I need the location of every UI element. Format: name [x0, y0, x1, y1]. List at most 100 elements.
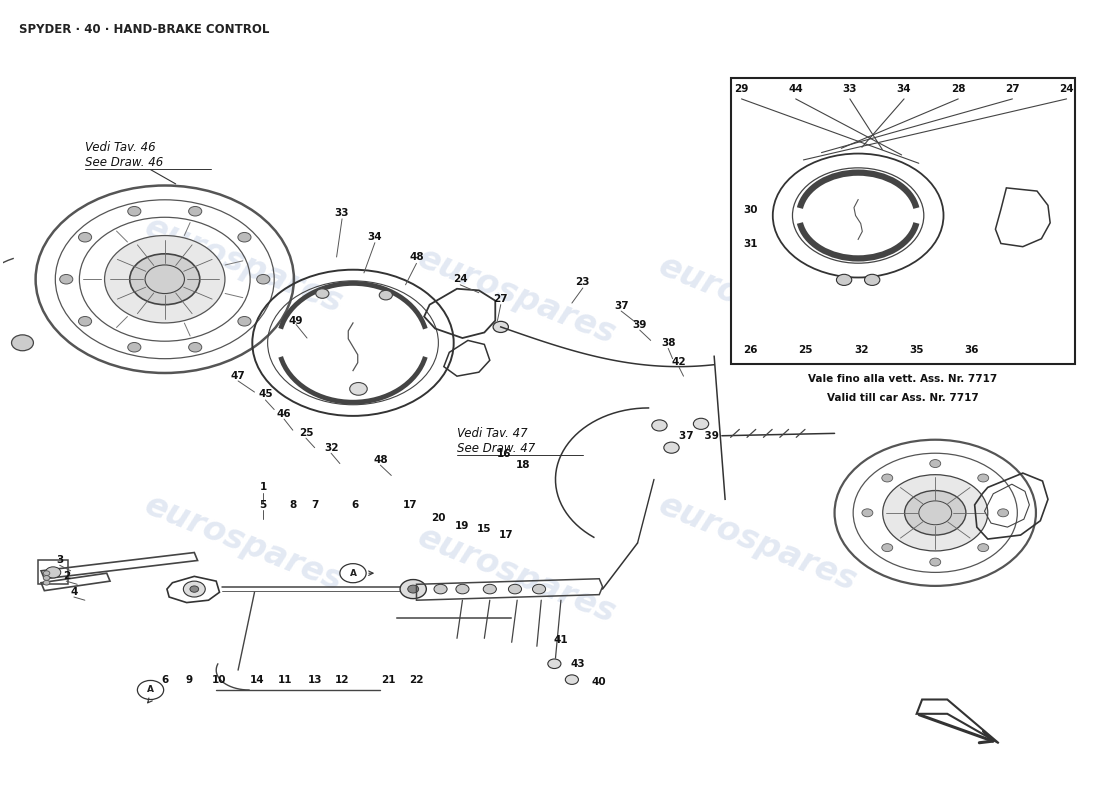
- Circle shape: [43, 575, 50, 580]
- Circle shape: [184, 581, 206, 597]
- Text: 9: 9: [185, 674, 192, 685]
- Text: 24: 24: [453, 274, 468, 284]
- Text: 36: 36: [965, 345, 979, 355]
- Text: 5: 5: [260, 500, 267, 510]
- Circle shape: [130, 254, 200, 305]
- Text: 3: 3: [56, 555, 64, 566]
- Text: 19: 19: [455, 521, 470, 530]
- Text: Vale fino alla vett. Ass. Nr. 7717: Vale fino alla vett. Ass. Nr. 7717: [808, 374, 998, 383]
- Circle shape: [238, 317, 251, 326]
- Circle shape: [882, 474, 893, 482]
- Text: 32: 32: [854, 345, 868, 355]
- Circle shape: [565, 675, 579, 685]
- Circle shape: [316, 289, 329, 298]
- Circle shape: [434, 584, 447, 594]
- Text: 7: 7: [311, 500, 318, 510]
- Text: 31: 31: [742, 239, 758, 249]
- Text: 44: 44: [789, 84, 803, 94]
- Text: 49: 49: [289, 315, 304, 326]
- Text: 17: 17: [499, 530, 514, 540]
- Text: 37: 37: [614, 302, 628, 311]
- Circle shape: [862, 509, 873, 517]
- Circle shape: [836, 274, 851, 286]
- Text: 21: 21: [381, 674, 395, 685]
- Circle shape: [455, 584, 469, 594]
- Circle shape: [978, 544, 989, 552]
- Text: See Draw. 47: See Draw. 47: [456, 442, 536, 454]
- Text: 28: 28: [952, 84, 966, 94]
- Circle shape: [978, 474, 989, 482]
- Circle shape: [930, 558, 940, 566]
- Text: 8: 8: [289, 500, 296, 510]
- Circle shape: [138, 681, 164, 699]
- Text: 42: 42: [672, 357, 686, 367]
- Text: See Draw. 46: See Draw. 46: [85, 156, 163, 169]
- Circle shape: [59, 274, 73, 284]
- Circle shape: [508, 584, 521, 594]
- Circle shape: [493, 322, 508, 333]
- Circle shape: [78, 317, 91, 326]
- Text: 41: 41: [553, 635, 569, 645]
- Text: 43: 43: [570, 658, 585, 669]
- Circle shape: [904, 490, 966, 535]
- Circle shape: [340, 564, 366, 582]
- Text: 11: 11: [278, 674, 293, 685]
- Text: 48: 48: [373, 454, 387, 465]
- Text: 25: 25: [299, 428, 314, 438]
- Circle shape: [238, 233, 251, 242]
- Text: 22: 22: [409, 674, 424, 685]
- Text: 6: 6: [352, 500, 359, 510]
- Text: 23: 23: [575, 278, 590, 287]
- Circle shape: [43, 580, 50, 585]
- Text: 20: 20: [431, 513, 446, 522]
- Text: 4: 4: [70, 587, 78, 598]
- Text: 47: 47: [231, 371, 245, 381]
- Text: 10: 10: [212, 674, 227, 685]
- Text: A: A: [350, 569, 356, 578]
- Text: 40: 40: [592, 677, 606, 687]
- Text: 27: 27: [1005, 84, 1020, 94]
- Circle shape: [865, 274, 880, 286]
- Text: 48: 48: [409, 252, 424, 262]
- Text: 1: 1: [260, 482, 267, 492]
- Text: 14: 14: [250, 674, 264, 685]
- Circle shape: [379, 290, 393, 300]
- Circle shape: [930, 459, 940, 467]
- Circle shape: [408, 585, 419, 593]
- Text: eurospares: eurospares: [140, 488, 348, 598]
- Text: 29: 29: [735, 84, 749, 94]
- Text: A: A: [147, 686, 154, 694]
- Circle shape: [882, 474, 988, 551]
- Circle shape: [400, 579, 427, 598]
- Text: eurospares: eurospares: [414, 242, 622, 351]
- Text: 25: 25: [799, 345, 813, 355]
- Circle shape: [882, 544, 893, 552]
- Text: eurospares: eurospares: [414, 520, 622, 630]
- Text: SPYDER · 40 · HAND-BRAKE CONTROL: SPYDER · 40 · HAND-BRAKE CONTROL: [19, 22, 270, 36]
- Text: 2: 2: [63, 571, 70, 582]
- FancyBboxPatch shape: [730, 78, 1076, 364]
- Circle shape: [663, 442, 679, 454]
- Text: 12: 12: [334, 674, 350, 685]
- Text: 35: 35: [910, 345, 924, 355]
- Text: 33: 33: [843, 84, 857, 94]
- Circle shape: [190, 586, 199, 592]
- Text: Vedi Tav. 47: Vedi Tav. 47: [456, 427, 528, 440]
- Text: 24: 24: [1059, 84, 1074, 94]
- Polygon shape: [916, 699, 999, 743]
- Text: 27: 27: [494, 294, 508, 304]
- Text: eurospares: eurospares: [653, 488, 862, 598]
- Text: eurospares: eurospares: [653, 250, 862, 359]
- Text: 17: 17: [403, 500, 417, 510]
- Circle shape: [532, 584, 546, 594]
- Circle shape: [548, 659, 561, 669]
- Circle shape: [11, 335, 33, 350]
- Text: 26: 26: [742, 345, 758, 355]
- Circle shape: [693, 418, 708, 430]
- Circle shape: [188, 342, 201, 352]
- Text: 45: 45: [258, 390, 273, 399]
- Circle shape: [483, 584, 496, 594]
- Text: 39: 39: [632, 319, 647, 330]
- Circle shape: [128, 206, 141, 216]
- Circle shape: [43, 571, 50, 575]
